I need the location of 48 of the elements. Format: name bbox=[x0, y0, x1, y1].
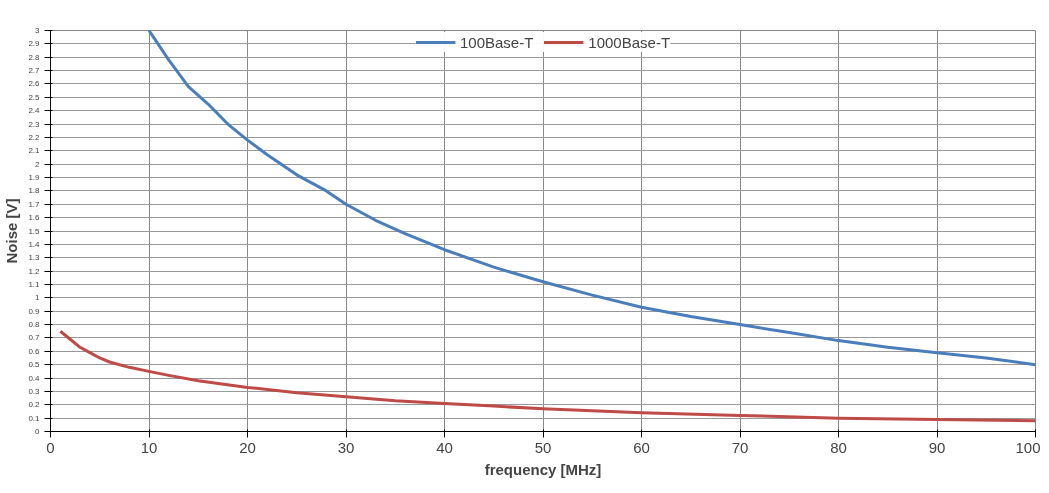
y-tick-label: 0.7 bbox=[28, 333, 41, 343]
y-tick-label: 0 bbox=[35, 427, 41, 436]
y-tick-label: 0.3 bbox=[28, 386, 41, 396]
y-tick-label: 3 bbox=[35, 26, 41, 35]
y-tick-label: 1 bbox=[35, 293, 41, 303]
x-axis-title: frequency [MHz] bbox=[484, 460, 602, 478]
legend-label: 1000Base-T bbox=[588, 33, 671, 51]
y-tick-label: 1.7 bbox=[28, 199, 41, 209]
y-tick-label: 2.4 bbox=[28, 106, 41, 116]
x-tick-label: 100 bbox=[1015, 438, 1041, 456]
y-tick-label: 1.1 bbox=[28, 279, 41, 289]
x-tick-label: 80 bbox=[830, 438, 847, 456]
x-tick-label: 50 bbox=[534, 438, 552, 456]
y-tick-label: 2.5 bbox=[28, 92, 41, 102]
y-tick-label: 0.2 bbox=[28, 400, 41, 410]
y-tick-label: 2.3 bbox=[28, 119, 41, 129]
y-tick-label: 2.1 bbox=[28, 146, 41, 156]
y-tick-label: 0.6 bbox=[28, 346, 41, 356]
x-tick-label: 20 bbox=[239, 438, 256, 456]
y-tick-label: 2.2 bbox=[28, 132, 41, 142]
x-tick-label: 0 bbox=[46, 438, 55, 456]
y-tick-label: 1.3 bbox=[28, 253, 41, 263]
y-tick-label: 1.6 bbox=[28, 213, 41, 223]
y-tick-label: 0.8 bbox=[28, 320, 41, 330]
y-axis-title: Noise [V] bbox=[3, 198, 21, 264]
y-tick-label: 2.7 bbox=[28, 66, 41, 76]
y-tick-label: 0.1 bbox=[28, 413, 41, 423]
line-series bbox=[147, 30, 1036, 367]
x-tick-label: 60 bbox=[633, 438, 650, 456]
y-tick-label: 2.9 bbox=[28, 39, 41, 49]
y-tick-label: 1.8 bbox=[28, 186, 41, 196]
y-tick-label: 2 bbox=[35, 159, 41, 169]
y-tick-label: 1.2 bbox=[28, 266, 41, 276]
y-tick-label: 2.6 bbox=[28, 79, 41, 89]
legend-label: 100Base-T bbox=[459, 33, 534, 51]
y-tick-label: 2.8 bbox=[28, 52, 41, 62]
y-tick-label: 1.9 bbox=[28, 173, 41, 183]
y-tick-label: 0.4 bbox=[28, 373, 41, 383]
y-tick-label: 1.5 bbox=[28, 226, 41, 236]
x-tick-label: 30 bbox=[337, 438, 355, 456]
x-tick-label: 10 bbox=[140, 438, 158, 456]
x-tick-label: 90 bbox=[928, 438, 946, 456]
x-tick-label: 70 bbox=[731, 438, 749, 456]
y-tick-label: 0.9 bbox=[28, 306, 41, 316]
y-tick-label: 0.5 bbox=[28, 360, 41, 370]
y-tick-label: 1.4 bbox=[28, 239, 41, 249]
line-series bbox=[58, 329, 1036, 423]
x-tick-label: 40 bbox=[436, 438, 453, 456]
